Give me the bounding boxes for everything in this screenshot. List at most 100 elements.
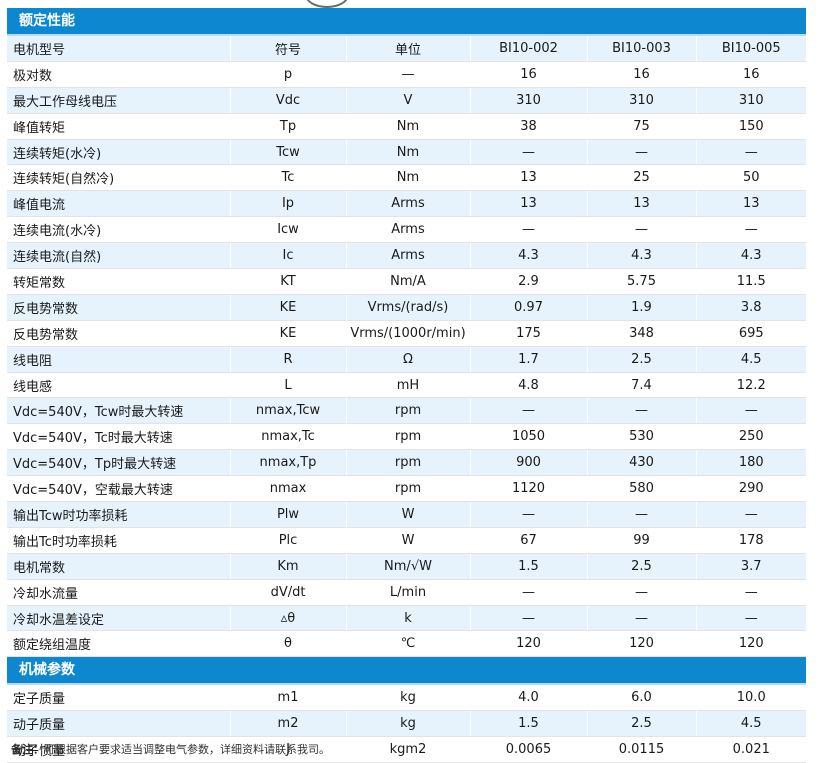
table-cell: 75 bbox=[586, 113, 696, 140]
table-cell: 最大工作母线电压 bbox=[7, 87, 230, 114]
table-cell: 4.3 bbox=[469, 242, 587, 270]
table-cell: m1 bbox=[229, 685, 346, 712]
table-cell: Nm bbox=[345, 113, 470, 140]
table-cell: Vrms/(rad/s) bbox=[345, 294, 470, 321]
table-cell: 13 bbox=[586, 190, 696, 218]
table-cell: 250 bbox=[695, 423, 806, 451]
table-cell: 11.5 bbox=[695, 268, 806, 295]
table-cell: — bbox=[469, 216, 587, 244]
table-cell: 连续转矩(自然冷) bbox=[7, 164, 230, 192]
table-cell: 额定绕组温度 bbox=[7, 630, 230, 658]
table-cell: Vdc bbox=[229, 87, 346, 114]
table-cell: kg bbox=[345, 685, 470, 712]
table-cell: 290 bbox=[695, 475, 806, 503]
table-row: 反电势常数 KE Vrms/(rad/s) 0.97 1.9 3.8 bbox=[7, 294, 806, 321]
table-cell: Vdc=540V，空载最大转速 bbox=[7, 475, 230, 503]
footnote-label: 备注： bbox=[11, 743, 44, 756]
table-cell: W bbox=[345, 501, 470, 528]
table-cell: 1050 bbox=[469, 423, 587, 451]
table-cell: — bbox=[586, 605, 696, 632]
table-cell: dV/dt bbox=[229, 579, 346, 606]
table-cell: 3.8 bbox=[695, 294, 806, 321]
table-cell: — bbox=[695, 501, 806, 528]
table-cell: 动子惯量 bbox=[7, 736, 230, 763]
table-row: 线电阻 R Ω 1.7 2.5 4.5 bbox=[7, 346, 806, 373]
table-cell: k bbox=[345, 605, 470, 632]
table-cell: nmax bbox=[229, 475, 346, 503]
table-cell: Nm/√W bbox=[345, 553, 470, 580]
table-cell: — bbox=[586, 397, 696, 425]
table-cell: 16 bbox=[586, 61, 696, 88]
table-cell: — bbox=[695, 605, 806, 632]
table-cell: Plw bbox=[229, 501, 346, 528]
table-cell: 178 bbox=[695, 527, 806, 554]
table-cell: Ω bbox=[345, 346, 470, 373]
table-cell: 430 bbox=[586, 449, 696, 477]
table-cell: rpm bbox=[345, 475, 470, 503]
table-cell: — bbox=[469, 605, 587, 632]
table-cell: 峰值电流 bbox=[7, 190, 230, 218]
table-row: 电机常数 Km Nm/√W 1.5 2.5 3.7 bbox=[7, 553, 806, 580]
table-cell: 输出Tc时功率损耗 bbox=[7, 527, 230, 554]
table-row: 输出Tc时功率损耗 Plc W 67 99 178 bbox=[7, 527, 806, 554]
table-cell: KT bbox=[229, 268, 346, 295]
table-cell: 0.0065 bbox=[469, 736, 587, 763]
table-cell: 冷却水流量 bbox=[7, 579, 230, 606]
table-cell: 5.75 bbox=[586, 268, 696, 295]
table-cell: 电机型号 bbox=[7, 36, 230, 62]
table-cell: 900 bbox=[469, 449, 587, 477]
table-cell: p bbox=[229, 61, 346, 88]
table-cell: 符号 bbox=[229, 36, 346, 62]
table-row: 连续电流(自然) Ic Arms 4.3 4.3 4.3 bbox=[7, 242, 806, 270]
table-cell: BI10-002 bbox=[469, 36, 587, 62]
table-cell: 150 bbox=[695, 113, 806, 140]
table-cell: 1.9 bbox=[586, 294, 696, 321]
table-cell: — bbox=[586, 216, 696, 244]
table-cell: KE bbox=[229, 320, 346, 347]
table-cell: Tcw bbox=[229, 139, 346, 166]
table-row: 转矩常数 KT Nm/A 2.9 5.75 11.5 bbox=[7, 268, 806, 295]
table-cell: 50 bbox=[695, 164, 806, 192]
table-cell: — bbox=[469, 579, 587, 606]
table-cell: 99 bbox=[586, 527, 696, 554]
table-cell: 单位 bbox=[345, 36, 470, 62]
table-cell: ▵θ bbox=[229, 605, 346, 632]
table-cell: Arms bbox=[345, 216, 470, 244]
table-cell: Km bbox=[229, 553, 346, 580]
table-cell: rpm bbox=[345, 449, 470, 477]
mechanical-parameters-table: 定子质量 m1 kg 4.0 6.0 10.0 动子质量 m2 kg 1.5 2.5 4.5 动子惯量 J… bbox=[7, 685, 806, 763]
table-cell: 180 bbox=[695, 449, 806, 477]
table-cell: kg bbox=[345, 710, 470, 738]
table-cell: Nm bbox=[345, 139, 470, 166]
table-cell: — bbox=[469, 501, 587, 528]
header-decoration bbox=[305, 0, 349, 8]
table-cell: Vrms/(1000r/min) bbox=[345, 320, 470, 347]
table-cell: 0.021 bbox=[695, 736, 806, 763]
table-cell: 0.97 bbox=[469, 294, 587, 321]
table-cell: kgm2 bbox=[345, 736, 470, 763]
table-cell: 13 bbox=[469, 164, 587, 192]
table-row: Vdc=540V，Tcw时最大转速 nmax,Tcw rpm — — — bbox=[7, 397, 806, 425]
table-cell: ℃ bbox=[345, 630, 470, 658]
table-cell: nmax,Tp bbox=[229, 449, 346, 477]
table-cell: W bbox=[345, 527, 470, 554]
table-cell: 1.5 bbox=[469, 553, 587, 580]
table-cell: 695 bbox=[695, 320, 806, 347]
table-cell: 0.0115 bbox=[586, 736, 696, 763]
table-cell: 310 bbox=[586, 87, 696, 114]
footnote: 备注：可根据客户要求适当调整电气参数，详细资料请联系我司。 bbox=[11, 741, 330, 757]
table-cell: BI10-003 bbox=[586, 36, 696, 62]
table-cell: — bbox=[695, 579, 806, 606]
table-cell: 16 bbox=[469, 61, 587, 88]
table-cell: — bbox=[695, 216, 806, 244]
table-cell: 4.3 bbox=[586, 242, 696, 270]
table-cell: 1.5 bbox=[469, 710, 587, 738]
table-cell: 175 bbox=[469, 320, 587, 347]
table-row: 最大工作母线电压 Vdc V 310 310 310 bbox=[7, 87, 806, 114]
table-row: 定子质量 m1 kg 4.0 6.0 10.0 bbox=[7, 685, 806, 712]
table-row: Vdc=540V，Tc时最大转速 nmax,Tc rpm 1050 530 250 bbox=[7, 423, 806, 451]
table-cell: 4.3 bbox=[695, 242, 806, 270]
table-cell: Arms bbox=[345, 190, 470, 218]
table-cell: 反电势常数 bbox=[7, 294, 230, 321]
